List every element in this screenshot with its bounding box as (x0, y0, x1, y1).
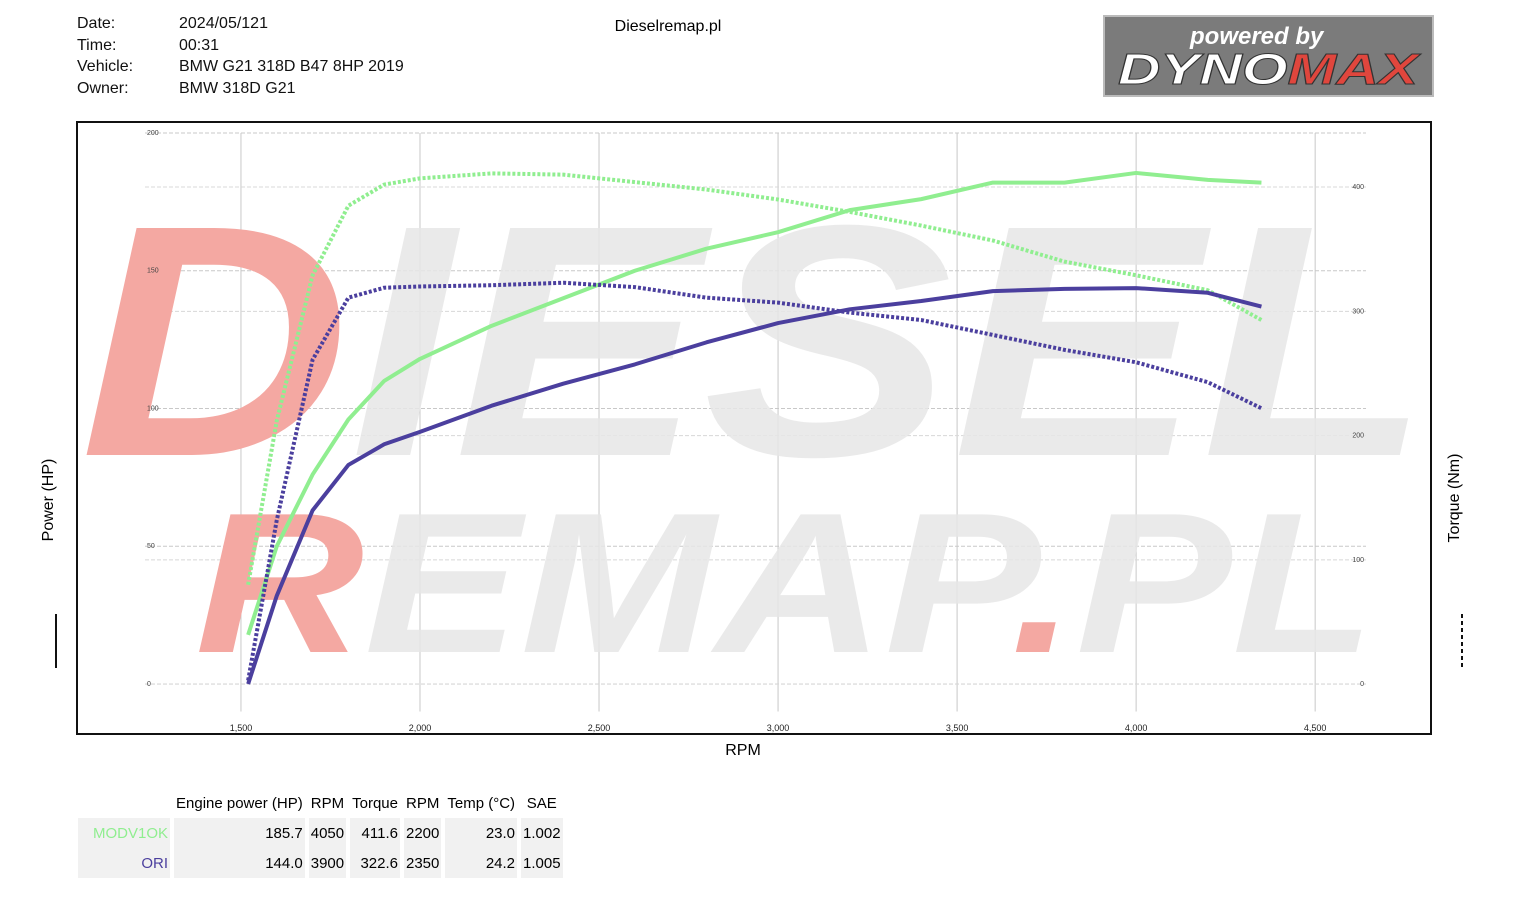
chart-frame (76, 121, 1432, 735)
site-name: Dieselremap.pl (615, 18, 722, 35)
logo-part: MAX (1288, 45, 1422, 94)
table-cell: 2200 (403, 818, 442, 848)
field-label: Date: (77, 15, 116, 32)
table-cell: 185.7 (174, 818, 305, 848)
x-tick-label: 3,500 (946, 723, 969, 733)
table-cell: 2350 (403, 848, 442, 878)
x-tick-label: 3,000 (767, 723, 790, 733)
x-tick-label: 1,500 (230, 723, 253, 733)
watermark: DIESEL (80, 156, 1430, 525)
x-axis-title: RPM (725, 742, 761, 759)
torque-line (246, 171, 1263, 586)
field-label: Owner: (77, 79, 129, 97)
x-tick-label: 4,000 (1125, 723, 1148, 733)
column-header: Temp (°C) (445, 788, 518, 818)
logo-part: DYNO (1118, 45, 1288, 94)
watermark-letter: D (80, 156, 350, 525)
column-header: SAE (521, 788, 563, 818)
watermark-word: PL (1076, 472, 1375, 695)
blank-cell (78, 788, 170, 818)
field-label: Vehicle: (77, 58, 134, 75)
table-row: MODV1OK 185.7 4050 411.6 2200 23.0 1.002 (78, 818, 563, 848)
y2-tick-label: 300 (1352, 308, 1364, 315)
y-tick-label: 200 (147, 130, 159, 137)
table-cell: 411.6 (350, 818, 400, 848)
torque-line (246, 280, 1263, 681)
watermark-word: EMAP (364, 472, 1041, 695)
y-tick-label: 150 (147, 268, 159, 275)
y-axis-title: Power (HP) (40, 459, 57, 542)
logo-tagline: powered by (1189, 23, 1325, 50)
y2-axis-title: Torque (Nm) (1446, 454, 1463, 543)
y2-tick-label: 100 (1352, 557, 1364, 564)
field-value: BMW G21 318D B47 8HP 2019 (179, 58, 404, 75)
y-tick-label: 100 (147, 405, 159, 412)
run-name: ORI (78, 848, 170, 878)
y-tick-label: 0 (147, 681, 151, 688)
column-header: RPM (403, 788, 442, 818)
table-cell: 144.0 (174, 848, 305, 878)
logo-box (1103, 15, 1434, 97)
grid (145, 132, 1366, 712)
y2-tick-label: 0 (1360, 681, 1364, 688)
column-header: Torque (350, 788, 400, 818)
table-cell: 1.005 (521, 848, 563, 878)
watermark: R EMAP .PL (195, 472, 1375, 695)
y-tick-label: 50 (147, 543, 155, 550)
table-row: ORI 144.0 3900 322.6 2350 24.2 1.005 (78, 848, 563, 878)
y2-tick-label: 200 (1352, 433, 1364, 440)
summary-table: Engine power (HP) RPM Torque RPM Temp (°C) SA… (74, 788, 567, 878)
x-tick-label: 2,500 (588, 723, 611, 733)
field-value: 2024/05/121 (179, 15, 268, 32)
run-name: MODV1OK (78, 818, 170, 848)
table-cell: 4050 (308, 818, 347, 848)
field-label: Time: (77, 36, 117, 54)
power-line (246, 286, 1262, 685)
column-header: Engine power (HP) (174, 788, 305, 818)
header-row: Engine power (HP) RPM Torque RPM Temp (°C) SA… (78, 788, 563, 818)
watermark-word: IESEL (350, 156, 1430, 525)
x-tick-label: 2,000 (409, 723, 432, 733)
table-cell: 23.0 (445, 818, 518, 848)
x-tick-label: 4,500 (1304, 723, 1327, 733)
column-header: RPM (308, 788, 347, 818)
table-cell: 322.6 (350, 848, 400, 878)
field-value: 00:31 (179, 36, 220, 54)
table-cell: 1.002 (521, 818, 563, 848)
watermark-dot: . (1011, 472, 1076, 695)
table-cell: 24.2 (445, 848, 518, 878)
logo-brand: DYNO MAX (1118, 45, 1422, 94)
plot (246, 170, 1263, 685)
y2-tick-label: 400 (1352, 184, 1364, 191)
watermark-letter: R (195, 472, 364, 695)
field-value: BMW 318D G21 (179, 79, 296, 97)
table-cell: 3900 (308, 848, 347, 878)
power-line (246, 170, 1262, 636)
